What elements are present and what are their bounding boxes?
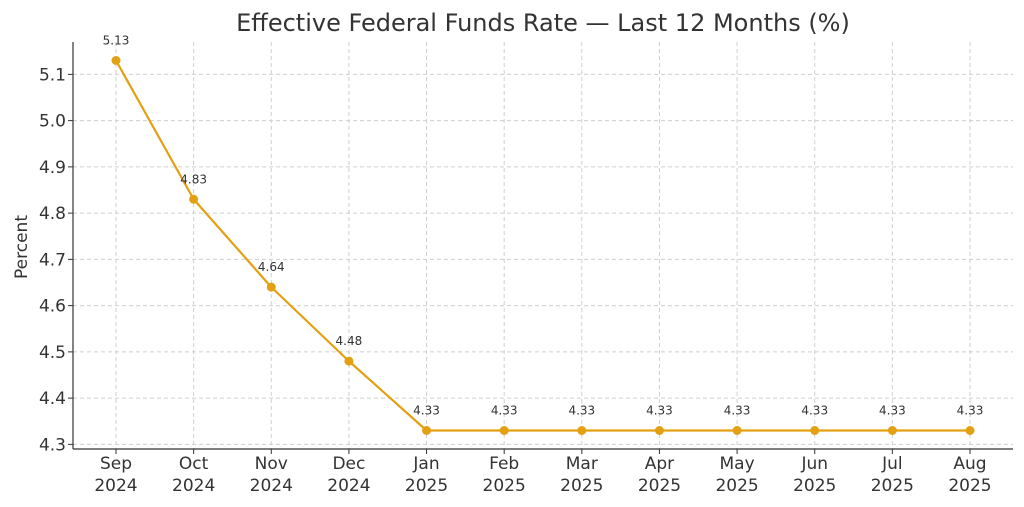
y-axis-label: Percent xyxy=(12,215,32,279)
x-tick-label: Jul 2025 xyxy=(871,454,914,496)
x-tick-label: Dec 2024 xyxy=(327,454,370,496)
x-tick-label: Jun 2025 xyxy=(793,454,836,496)
data-label: 4.33 xyxy=(957,404,984,418)
y-tick-label: 5.0 xyxy=(39,112,66,132)
data-label: 4.33 xyxy=(646,404,673,418)
y-tick-label: 5.1 xyxy=(39,65,66,85)
axes: 4.3 4.4 4.5 4.6 4.7 4.8 4.9 5.0 5.1 Sep 2024 Oct 202… xyxy=(39,42,1013,496)
data-point xyxy=(810,426,820,435)
x-tick-label: Jan 2025 xyxy=(405,454,448,496)
data-label: 4.33 xyxy=(801,404,828,418)
y-tick-label: 4.9 xyxy=(39,158,66,178)
data-label: 4.33 xyxy=(568,404,595,418)
data-label: 4.33 xyxy=(724,404,751,418)
data-point xyxy=(266,282,276,292)
data-point xyxy=(887,426,897,435)
data-label: 4.83 xyxy=(180,172,207,186)
chart-title: Effective Federal Funds Rate — Last 12 M… xyxy=(236,9,850,37)
y-tick-label: 4.8 xyxy=(39,204,66,224)
data-labels: 5.13 4.83 4.64 4.48 4.33 4.33 4.33 4.33 4.33 4.33… xyxy=(103,34,984,418)
x-tick-label: Sep 2024 xyxy=(94,454,137,496)
data-point xyxy=(422,426,432,435)
x-tick-label: May 2025 xyxy=(715,454,758,496)
x-tick-label: Mar 2025 xyxy=(560,454,603,496)
y-tick-label: 4.4 xyxy=(39,389,66,409)
series-line xyxy=(115,59,970,432)
data-label: 4.64 xyxy=(258,260,285,274)
x-tick-label: Nov 2024 xyxy=(250,454,293,496)
x-tick-label: Apr 2025 xyxy=(638,454,681,496)
x-tick-label: Feb 2025 xyxy=(483,454,526,496)
data-label: 4.33 xyxy=(413,404,440,418)
grid xyxy=(73,42,1013,449)
x-tick-label: Oct 2024 xyxy=(172,454,215,496)
data-point xyxy=(577,426,587,435)
data-point xyxy=(499,426,509,435)
data-point xyxy=(344,356,354,366)
data-label: 4.33 xyxy=(491,404,518,418)
data-point xyxy=(965,426,975,435)
data-label: 5.13 xyxy=(103,34,130,48)
y-tick-label: 4.5 xyxy=(39,343,66,363)
data-point xyxy=(111,56,121,65)
y-tick-label: 4.6 xyxy=(39,297,66,317)
y-tick-label: 4.7 xyxy=(39,250,66,270)
data-label: 4.48 xyxy=(336,334,363,348)
data-point xyxy=(189,194,199,204)
y-tick-label: 4.3 xyxy=(39,435,66,455)
data-point xyxy=(654,426,664,435)
data-label: 4.33 xyxy=(879,404,906,418)
x-tick-label: Aug 2025 xyxy=(948,454,991,496)
data-point xyxy=(732,426,742,435)
series xyxy=(111,56,975,435)
